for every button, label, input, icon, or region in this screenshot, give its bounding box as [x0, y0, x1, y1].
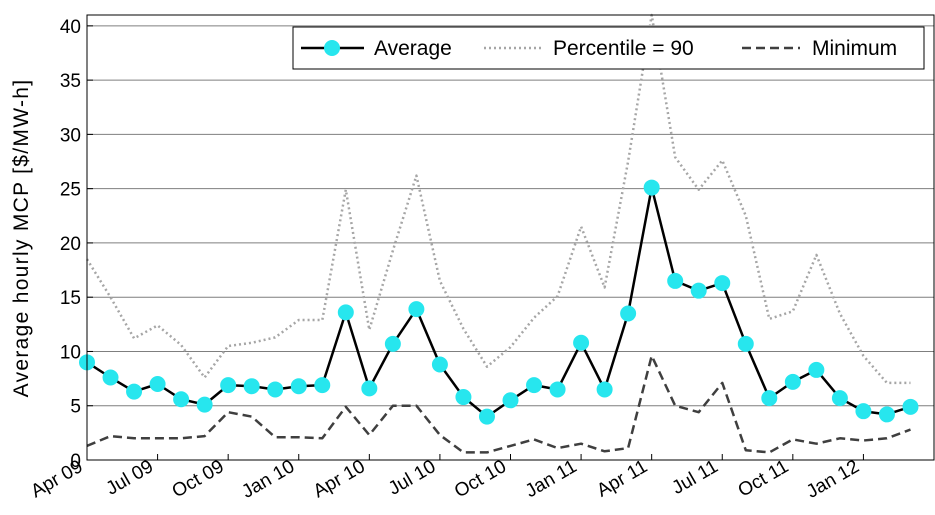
legend-label-average: Average: [374, 37, 452, 60]
data-point-average: [761, 390, 778, 407]
x-tick-label: Apr 10: [310, 456, 369, 502]
series-line-minimum: [86, 354, 911, 454]
y-tick-label: 5: [70, 397, 81, 418]
data-point-average: [667, 272, 684, 289]
data-point-average: [314, 377, 331, 394]
series-layer: [79, 13, 919, 454]
x-tick-label: Oct 11: [735, 456, 793, 501]
data-point-average: [526, 377, 543, 394]
y-tick-label: 25: [60, 180, 81, 201]
y-tick-label: 15: [60, 288, 81, 309]
grid-lines: [87, 25, 934, 407]
data-point-average: [643, 179, 660, 196]
series-line-percentile-90: [85, 13, 911, 385]
data-point-average: [502, 392, 519, 409]
data-point-average: [290, 378, 307, 395]
data-point-average: [455, 389, 472, 406]
y-axis-title: Average hourly MCP [$/MW-h]: [10, 79, 33, 398]
y-tick-label: 10: [60, 342, 81, 363]
x-tick-label: Apr 11: [593, 456, 651, 501]
y-tick-label: 0: [70, 451, 81, 472]
data-point-average: [431, 356, 448, 373]
x-tick-label: Jan 10: [238, 456, 298, 503]
data-point-average: [126, 383, 143, 400]
data-point-average: [573, 334, 590, 351]
data-point-average: [478, 408, 495, 425]
data-point-average: [784, 373, 801, 390]
legend-box: [292, 26, 925, 70]
x-tick-label: Jan 12: [803, 456, 863, 503]
y-tick-label: 40: [60, 17, 81, 38]
y-tick-label: 20: [60, 234, 81, 255]
data-point-average: [243, 378, 260, 395]
x-tick-label: Jan 11: [522, 456, 581, 502]
data-point-average: [878, 406, 895, 423]
data-point-average: [220, 377, 237, 394]
legend-label-percentile-90: Percentile = 90: [553, 37, 694, 60]
data-point-average: [690, 282, 707, 299]
x-axis-tick-labels: Apr 09 Jul 09 Oct 09 Jan 10 Apr 10 Jul 10 Oct …: [28, 456, 863, 503]
data-point-average: [149, 376, 166, 393]
data-point-average: [408, 301, 425, 318]
data-point-average: [714, 275, 731, 292]
y-tick-label: 30: [60, 125, 81, 146]
y-tick-label: 35: [60, 71, 81, 92]
data-point-average: [808, 361, 825, 378]
data-point-average: [337, 304, 354, 321]
x-tick-label: Jul 09: [103, 456, 157, 500]
data-point-average: [620, 305, 637, 322]
data-point-average: [102, 369, 119, 386]
data-point-average: [361, 380, 378, 397]
data-point-average: [196, 396, 213, 413]
data-point-average: [173, 391, 190, 408]
data-point-average: [831, 390, 848, 407]
legend-marker-average: [324, 40, 340, 56]
legend-label-minimum: Minimum: [812, 37, 897, 60]
x-tick-label: Jul 10: [385, 456, 439, 500]
data-point-average: [384, 335, 401, 352]
legend: Average Percentile = 90 Minimum: [292, 26, 925, 70]
data-point-average: [737, 335, 754, 352]
axis-ticks: [86, 25, 864, 461]
data-point-average: [267, 381, 284, 398]
x-tick-label: Oct 09: [169, 456, 228, 502]
data-point-average: [549, 381, 566, 398]
data-point-average: [902, 398, 919, 415]
x-tick-label: Apr 09: [28, 456, 87, 502]
y-axis-tick-labels: 0 5 10 15 20 25 30 35 40: [60, 17, 81, 472]
data-point-average: [596, 381, 613, 398]
x-tick-label: Oct 10: [451, 456, 510, 502]
x-tick-label: Jul 11: [669, 456, 722, 499]
data-point-average: [855, 403, 872, 420]
